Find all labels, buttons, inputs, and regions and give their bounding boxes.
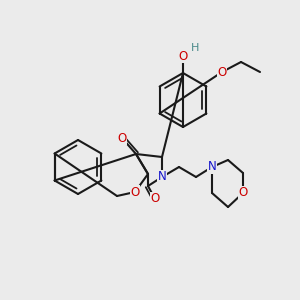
Text: N: N <box>158 170 166 184</box>
Text: O: O <box>130 185 140 199</box>
Text: O: O <box>178 50 188 62</box>
Text: N: N <box>208 160 216 173</box>
Text: O: O <box>117 131 127 145</box>
Text: O: O <box>218 65 226 79</box>
Text: N: N <box>208 160 216 173</box>
Text: O: O <box>238 187 247 200</box>
Text: O: O <box>150 193 160 206</box>
Text: H: H <box>191 43 199 53</box>
